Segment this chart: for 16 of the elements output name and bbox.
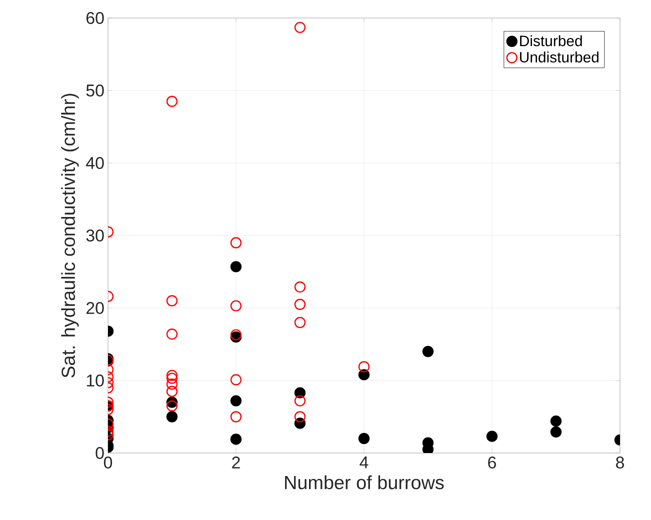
y-axis-title: Sat. hydraulic conductivity (cm/hr) (61, 94, 79, 378)
y-tick-label: 30 (86, 230, 104, 242)
x-tick-label: 6 (488, 456, 496, 469)
x-tick-label: 8 (616, 456, 624, 469)
y-tick-label: 0 (96, 447, 104, 459)
y-tick-label: 60 (86, 12, 104, 24)
x-axis-title: Number of burrows (285, 475, 444, 490)
y-tick-label: 40 (86, 157, 104, 169)
legend-label: Disturbed (520, 35, 582, 46)
y-tick-label: 50 (86, 84, 104, 97)
legend-label: Undisturbed (520, 52, 598, 63)
y-tick-label: 20 (86, 302, 104, 314)
x-tick-label: 2 (232, 456, 240, 468)
x-tick-label: 0 (104, 456, 112, 469)
x-tick-label: 4 (360, 456, 368, 468)
y-tick-label: 10 (86, 374, 104, 386)
